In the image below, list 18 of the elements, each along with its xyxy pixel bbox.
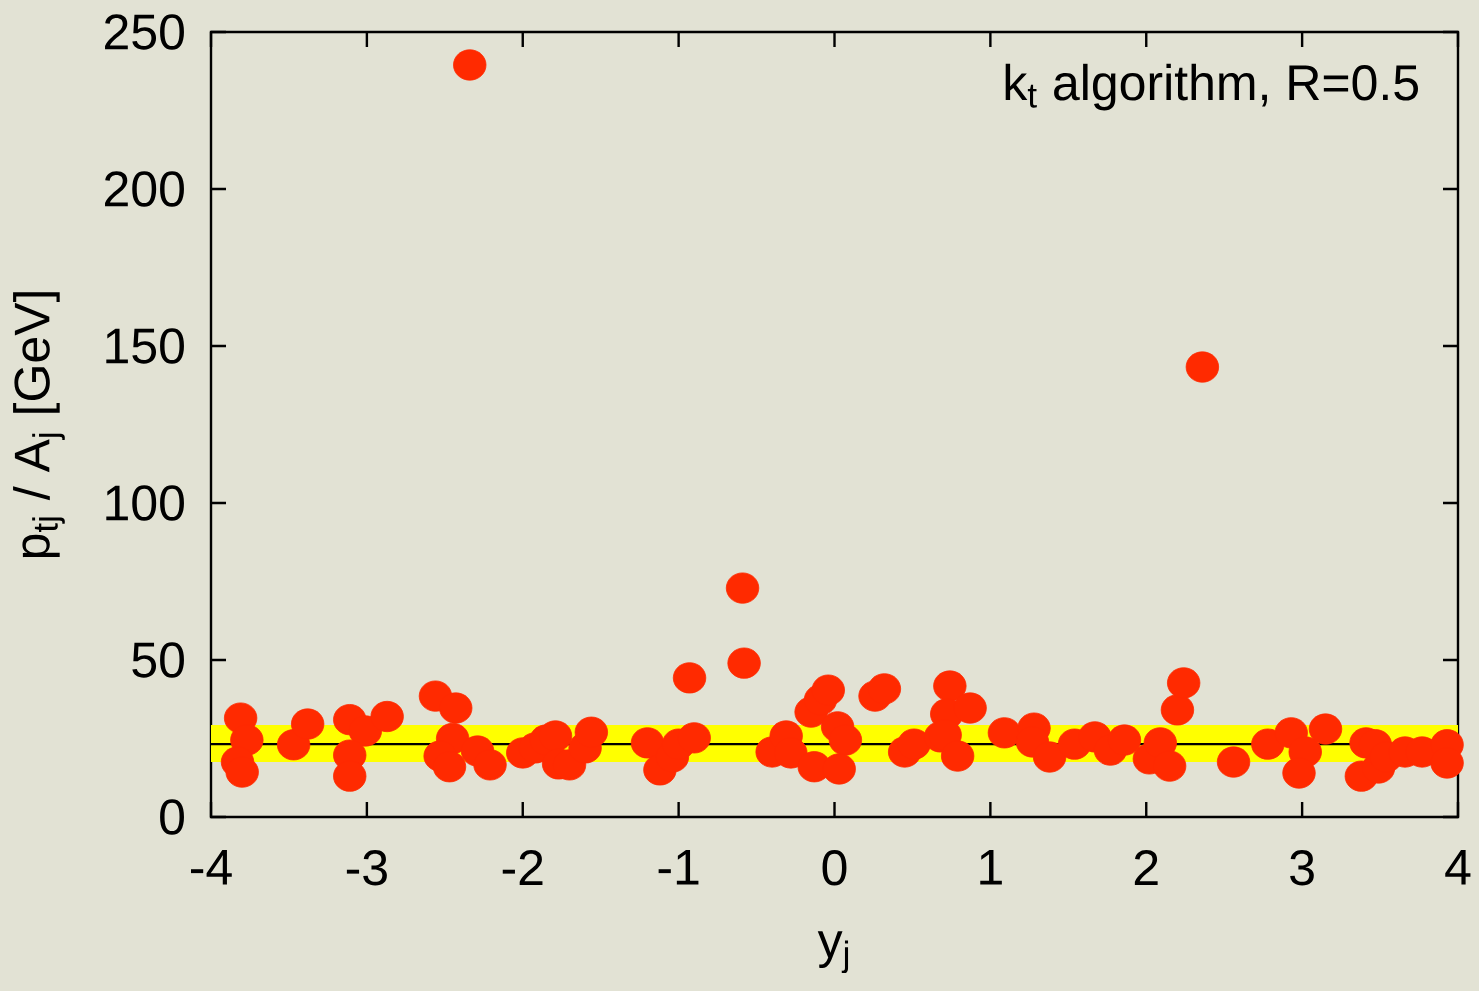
y-tick-label: 50 — [132, 642, 184, 678]
y-axis-title: p$_{tj}$ / A$_{j}$ [GeV] — [13, 292, 65, 558]
y-tick-label: 200 — [105, 171, 184, 207]
y-tick-label: 100 — [106, 485, 184, 521]
x-tick-label: -3 — [346, 850, 387, 886]
y-tick-label: 250 — [105, 14, 184, 50]
y-tick-label: 150 — [106, 328, 184, 364]
x-tick-label: 4 — [1445, 850, 1471, 885]
x-axis-title: y$_{j}$ — [817, 931, 849, 974]
x-tick-label: 3 — [1290, 850, 1314, 886]
y-tick-label: 0 — [160, 799, 184, 835]
x-tick-label: -1 — [658, 850, 699, 885]
x-tick-label: -2 — [502, 850, 543, 885]
x-tick-label: 1 — [980, 850, 1002, 885]
annotation: k$_{t}$ algorithm, R=0.5 — [1005, 63, 1419, 111]
x-tick-label: 0 — [822, 850, 847, 886]
x-tick-label: 2 — [1134, 850, 1158, 885]
x-tick-label: -4 — [191, 850, 232, 885]
